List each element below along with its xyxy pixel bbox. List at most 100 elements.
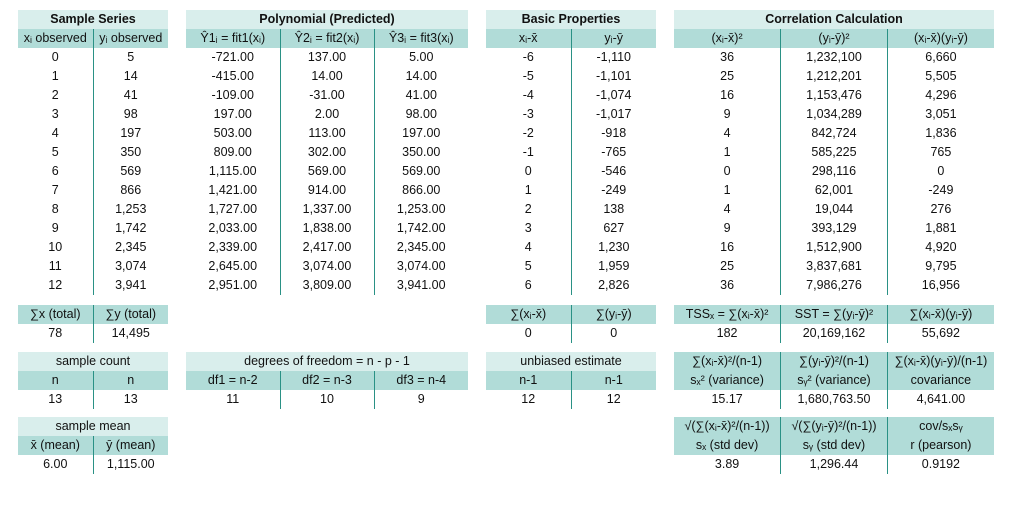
table-cell: 19,044 [780,200,888,219]
table-cell: 3,074.00 [374,257,468,276]
table-cell: -1,110 [571,48,656,67]
table-cell: 276 [887,200,994,219]
table-row: -2 -918 [486,124,656,143]
table-cell: 5 [486,257,572,276]
col-header-y-dev-sq: (yᵢ-ȳ)² [780,29,888,48]
table-cell: 569.00 [280,162,375,181]
label-df1: df1 = n-2 [186,371,281,390]
sample-mean: sample mean x̄ (mean) ȳ (mean) 6.00 1,11… [18,417,168,474]
table-cell: -1 [486,143,572,162]
label-pearson: r (pearson) [887,436,994,455]
table-cell: 16 [674,86,782,105]
table-cell: 1,512,900 [780,238,888,257]
table-cell: 765 [887,143,994,162]
table-cell: 1,115.00 [186,162,281,181]
label-mean-y: ȳ (mean) [93,436,168,455]
col-header-fit3: Ŷ3ᵢ = fit3(xᵢ) [374,29,468,48]
table-row: 5 1,959 [486,257,656,276]
table-cell: 2,417.00 [280,238,375,257]
table-row: -1 -765 [486,143,656,162]
value-sum-xy: 55,692 [887,324,994,343]
table-cell: 62,001 [780,181,888,200]
table-cell: -109.00 [186,86,281,105]
value-sum-x: 78 [18,324,94,343]
table-row: 16 1,153,476 4,296 [674,86,994,105]
value-n-minus-1-x: 12 [486,390,572,409]
dof-title: degrees of freedom = n - p - 1 [186,352,468,371]
table-cell: 2 [18,86,94,105]
table-cell: 9 [674,219,782,238]
table-cell: 6,660 [887,48,994,67]
col-header-y-dev: yᵢ-ȳ [571,29,656,48]
value-n-minus-1-y: 12 [571,390,656,409]
table-cell: 842,724 [780,124,888,143]
col-header-y-observed: yᵢ observed [93,29,168,48]
table-row: 36 7,986,276 16,956 [674,276,994,295]
table-cell: 1,253 [93,200,168,219]
table-cell: 197.00 [186,105,281,124]
basic-totals: ∑(xᵢ-x̄) ∑(yᵢ-ȳ) 0 0 [486,305,656,343]
polynomial-table: Polynomial (Predicted) Ŷ1ᵢ = fit1(xᵢ) Ŷ2… [186,10,468,295]
table-row: 197.00 2.00 98.00 [186,105,468,124]
table-cell: 197.00 [374,124,468,143]
table-cell: 36 [674,48,782,67]
table-cell: 1,230 [571,238,656,257]
table-cell: -6 [486,48,572,67]
value-var-y: 1,680,763.50 [780,390,888,409]
table-cell: 4 [674,124,782,143]
value-pearson: 0.9192 [887,455,994,474]
sample-series-title: Sample Series [18,10,168,29]
table-row: 25 1,212,201 5,505 [674,67,994,86]
table-row: 6 2,826 [486,276,656,295]
table-cell: 866.00 [374,181,468,200]
table-row: -5 -1,101 [486,67,656,86]
table-cell: 4 [18,124,94,143]
table-row: 9 1,034,289 3,051 [674,105,994,124]
table-cell: 138 [571,200,656,219]
table-cell: 2,951.00 [186,276,281,295]
table-cell: 0 [887,162,994,181]
table-cell: 3,941.00 [374,276,468,295]
correlation-title: Correlation Calculation [674,10,994,29]
table-row: 36 1,232,100 6,660 [674,48,994,67]
value-var-x: 15.17 [674,390,782,409]
label-sum-y-dev: ∑(yᵢ-ȳ) [571,305,656,324]
label-sum-y: ∑y (total) [93,305,168,324]
table-cell: 809.00 [186,143,281,162]
sample-mean-title: sample mean [18,417,168,436]
label-sd-x: sₓ (std dev) [674,436,782,455]
table-cell: 4 [486,238,572,257]
correlation-table: Correlation Calculation (xᵢ-x̄)² (yᵢ-ȳ)²… [674,10,994,295]
table-cell: 350 [93,143,168,162]
table-cell: 393,129 [780,219,888,238]
table-cell: 569 [93,162,168,181]
formula-var-x: ∑(xᵢ-x̄)²/(n-1) [674,352,782,371]
table-row: 4 1,230 [486,238,656,257]
table-cell: 3,837,681 [780,257,888,276]
table-cell: 3,809.00 [280,276,375,295]
table-row: 25 3,837,681 9,795 [674,257,994,276]
label-sum-xy: ∑(xᵢ-x̄)(yᵢ-ȳ) [887,305,994,324]
table-cell: 14.00 [280,67,375,86]
table-cell: 98.00 [374,105,468,124]
table-cell: -2 [486,124,572,143]
label-n-y: n [93,371,168,390]
table-cell: 1,959 [571,257,656,276]
table-row: 12 3,941 [18,276,168,295]
table-row: 0 298,116 0 [674,162,994,181]
value-tss-x: 182 [674,324,782,343]
table-cell: 302.00 [280,143,375,162]
table-cell: 11 [18,257,94,276]
table-row: 2 138 [486,200,656,219]
value-sd-x: 3.89 [674,455,782,474]
table-cell: -5 [486,67,572,86]
table-row: 10 2,345 [18,238,168,257]
table-row: 1,421.00 914.00 866.00 [186,181,468,200]
table-cell: 137.00 [280,48,375,67]
table-row: -721.00 137.00 5.00 [186,48,468,67]
table-row: 16 1,512,900 4,920 [674,238,994,257]
table-row: 1 14 [18,67,168,86]
stddev-block: √(∑(xᵢ-x̄)²/(n-1)) √(∑(yᵢ-ȳ)²/(n-1)) cov… [674,417,994,474]
col-header-x-dev: xᵢ-x̄ [486,29,572,48]
table-cell: 0 [674,162,782,181]
